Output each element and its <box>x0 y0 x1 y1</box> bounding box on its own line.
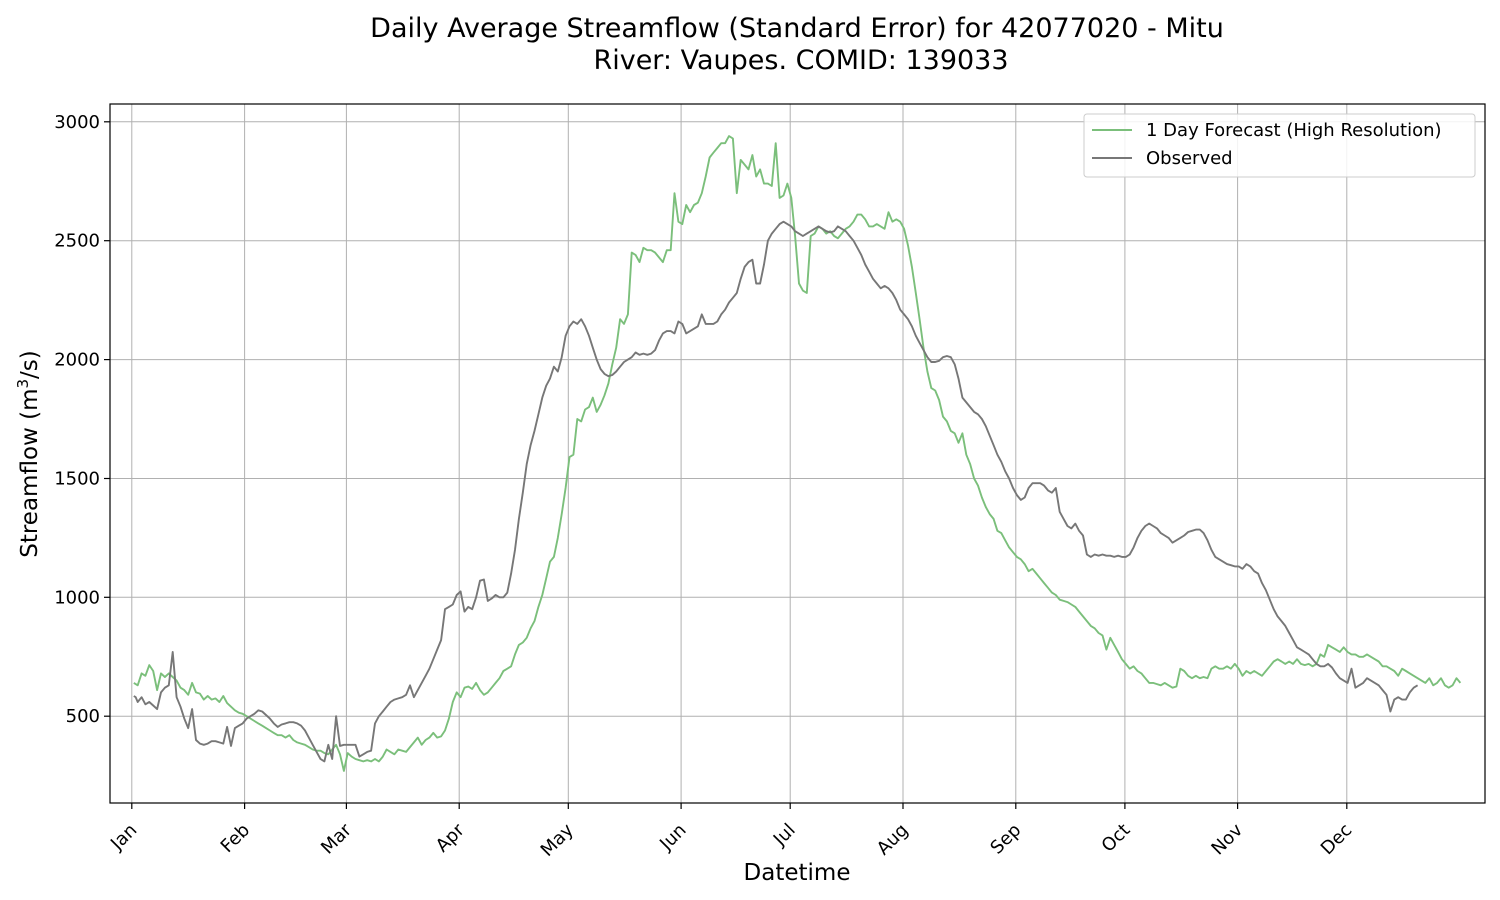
y-tick-label: 3000 <box>54 112 100 133</box>
y-tick-label: 2500 <box>54 231 100 252</box>
y-axis-label: Streamflow (m3/s) <box>14 350 43 558</box>
y-tick-label: 2000 <box>54 350 100 371</box>
legend: 1 Day Forecast (High Resolution) Observe… <box>1083 113 1476 178</box>
y-axis-ticks: 500 1000 1500 2000 2500 3000 <box>54 112 110 727</box>
y-axis-label-main: Streamflow (m <box>17 388 43 557</box>
y-tick-label: 1500 <box>54 469 100 490</box>
plot-frame <box>109 103 1486 804</box>
chart-title-line-1: Daily Average Streamflow (Standard Error… <box>370 13 1224 44</box>
y-tick-label: 1000 <box>54 587 100 608</box>
series-lines <box>133 135 1462 772</box>
grid-lines <box>110 104 1485 803</box>
y-axis-label-superscript: 3 <box>14 379 32 389</box>
legend-label-forecast: 1 Day Forecast (High Resolution) <box>1146 120 1442 141</box>
chart-title-line-2: River: Vaupes. COMID: 139033 <box>593 45 1008 76</box>
x-axis-label: Datetime <box>744 860 851 886</box>
legend-label-observed: Observed <box>1146 148 1233 169</box>
legend-box <box>1083 113 1476 178</box>
y-tick-label: 500 <box>66 706 100 727</box>
series-line-forecast <box>133 135 1462 772</box>
series-line-observed <box>133 220 1419 763</box>
y-axis-label-end: /s) <box>17 350 43 379</box>
